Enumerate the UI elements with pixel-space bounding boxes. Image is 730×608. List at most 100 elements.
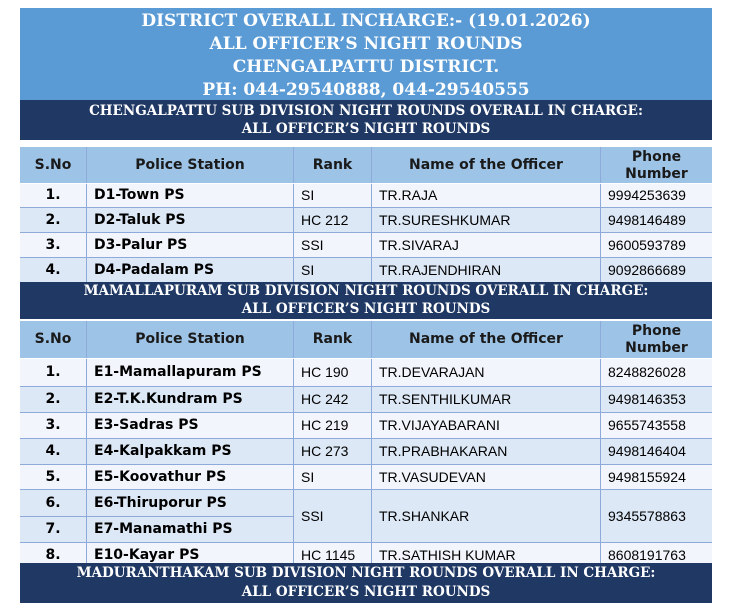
row-station: E1-Mamallapuram PS: [87, 359, 294, 386]
row-sno: 5.: [20, 465, 87, 489]
row-sno: 4.: [20, 439, 87, 464]
section-title-line1: MADURANTHAKAM SUB DIVISION NIGHT ROUNDS …: [76, 565, 656, 581]
col-phone: Phone Number: [601, 321, 712, 358]
row-officer: TR.SIVARAJ: [372, 233, 601, 257]
row-station: D2-Taluk PS: [87, 208, 294, 232]
row-station: E3-Sadras PS: [87, 413, 294, 438]
row-rank: SI: [294, 184, 372, 207]
row-phone: 8248826028: [608, 364, 686, 380]
table-row: 5. E5-Koovathur PS SI TR.VASUDEVAN 94981…: [20, 465, 712, 489]
col-rank: Rank: [294, 321, 372, 358]
row-rank: SI: [294, 465, 372, 489]
night-rounds-sheet: DISTRICT OVERALL INCHARGE:- (19.01.2026)…: [18, 8, 714, 608]
table-row: 3. E3-Sadras PS HC 219 TR.VIJAYABARANI 9…: [20, 413, 712, 438]
row-rank: HC 242: [294, 387, 372, 412]
section-title-line1: CHENGALPATTU SUB DIVISION NIGHT ROUNDS O…: [89, 103, 643, 119]
row-station: D4-Padalam PS: [87, 258, 294, 282]
row-station: E6-Thiruporur PS: [94, 495, 227, 511]
col-phone-line2: Number: [625, 166, 688, 182]
row-phone: 9345578863: [608, 508, 686, 524]
row-rank: HC 1145: [294, 543, 372, 568]
table-row: 1. E1-Mamallapuram PS HC 190 TR.DEVARAJA…: [20, 359, 712, 386]
row-phone: 8608191763: [608, 547, 686, 563]
row-officer: TR.SATHISH KUMAR: [372, 543, 601, 568]
col-station: Police Station: [87, 147, 294, 183]
table-row: 4. D4-Padalam PS SI TR.RAJENDHIRAN 90928…: [20, 258, 712, 282]
row-rank: SSI: [294, 490, 372, 542]
table-header: S.No Police Station Rank Name of the Off…: [20, 321, 712, 358]
header-subtitle: ALL OFFICER’S NIGHT ROUNDS: [209, 34, 523, 54]
row-phone: 9498146489: [608, 212, 686, 228]
row-phone: 9092866689: [608, 262, 686, 278]
col-phone: Phone Number: [601, 147, 712, 183]
row-sno: 2.: [20, 387, 87, 412]
row-divider: [20, 412, 712, 413]
table-row: 1. D1-Town PS SI TR.RAJA 9994253639: [20, 184, 712, 207]
col-officer: Name of the Officer: [372, 147, 601, 183]
row-rank: HC 190: [294, 359, 372, 386]
row-officer: TR.SHANKAR: [372, 490, 601, 542]
col-phone-line1: Phone: [631, 323, 682, 339]
header-district: CHENGALPATTU DISTRICT.: [232, 57, 500, 77]
row-station: E5-Koovathur PS: [87, 465, 294, 489]
row-officer: TR.DEVARAJAN: [372, 359, 601, 386]
section-title-line2: ALL OFFICER’S NIGHT ROUNDS: [241, 301, 491, 317]
row-officer: TR.RAJENDHIRAN: [372, 258, 601, 282]
row-sno: 3.: [20, 233, 87, 257]
row-phone: 9498155924: [608, 469, 686, 485]
table-header: S.No Police Station Rank Name of the Off…: [20, 147, 712, 183]
row-station: E2-T.K.Kundram PS: [87, 387, 294, 412]
col-rank: Rank: [294, 147, 372, 183]
table-row: 2. D2-Taluk PS HC 212 TR.SURESHKUMAR 949…: [20, 208, 712, 232]
row-officer: TR.SENTHILKUMAR: [372, 387, 601, 412]
row-phone: 9600593789: [608, 237, 686, 253]
table-row: 3. D3-Palur PS SSI TR.SIVARAJ 9600593789: [20, 233, 712, 257]
section-title-line1: MAMALLAPURAM SUB DIVISION NIGHT ROUNDS O…: [83, 283, 649, 299]
row-sno: 3.: [20, 413, 87, 438]
row-sno: 8.: [20, 543, 87, 568]
district-header: DISTRICT OVERALL INCHARGE:- (19.01.2026)…: [20, 8, 712, 100]
row-station: E7-Manamathi PS: [94, 521, 233, 537]
row-sno: 1.: [20, 184, 87, 207]
row-sno: 2.: [20, 208, 87, 232]
row-station: E4-Kalpakkam PS: [87, 439, 294, 464]
col-phone-line2: Number: [625, 340, 688, 356]
table-row: 2. E2-T.K.Kundram PS HC 242 TR.SENTHILKU…: [20, 387, 712, 412]
row-officer: TR.SURESHKUMAR: [372, 208, 601, 232]
row-divider: [20, 438, 712, 439]
row-sno: 7.: [45, 521, 61, 537]
row-rank: SSI: [294, 233, 372, 257]
row-officer: TR.VASUDEVAN: [372, 465, 601, 489]
row-divider: [20, 257, 712, 258]
col-officer: Name of the Officer: [372, 321, 601, 358]
row-divider: [20, 386, 712, 387]
table-row: 4. E4-Kalpakkam PS HC 273 TR.PRABHAKARAN…: [20, 439, 712, 464]
col-sno: S.No: [20, 147, 87, 183]
row-phone: 9498146353: [608, 391, 686, 407]
row-divider: [20, 207, 712, 208]
row-rank: HC 273: [294, 439, 372, 464]
header-phone: PH: 044-29540888, 044-29540555: [202, 80, 530, 100]
row-station: E10-Kayar PS: [87, 543, 294, 568]
row-phone: 9498146404: [608, 443, 686, 459]
row-officer: TR.VIJAYABARANI: [372, 413, 601, 438]
col-phone-line1: Phone: [631, 149, 682, 165]
row-sno: 6.: [45, 495, 61, 511]
section-title-maduranthakam: MADURANTHAKAM SUB DIVISION NIGHT ROUNDS …: [20, 563, 712, 603]
row-phone: 9655743558: [608, 417, 686, 433]
row-phone: 9994253639: [608, 187, 686, 203]
section-title-mamallapuram: MAMALLAPURAM SUB DIVISION NIGHT ROUNDS O…: [20, 282, 712, 319]
col-station: Police Station: [87, 321, 294, 358]
section-title-line2: ALL OFFICER’S NIGHT ROUNDS: [241, 121, 491, 137]
row-divider: [20, 464, 712, 465]
col-sno: S.No: [20, 321, 87, 358]
row-station: D3-Palur PS: [87, 233, 294, 257]
row-sno: 1.: [20, 359, 87, 386]
row-station: D1-Town PS: [87, 184, 294, 207]
row-divider: [20, 516, 294, 517]
row-rank: HC 219: [294, 413, 372, 438]
row-divider: [20, 489, 712, 490]
row-officer: TR.RAJA: [372, 184, 601, 207]
header-title: DISTRICT OVERALL INCHARGE:- (19.01.2026): [141, 11, 591, 31]
row-station-group: E6-Thiruporur PS E7-Manamathi PS: [87, 490, 294, 542]
